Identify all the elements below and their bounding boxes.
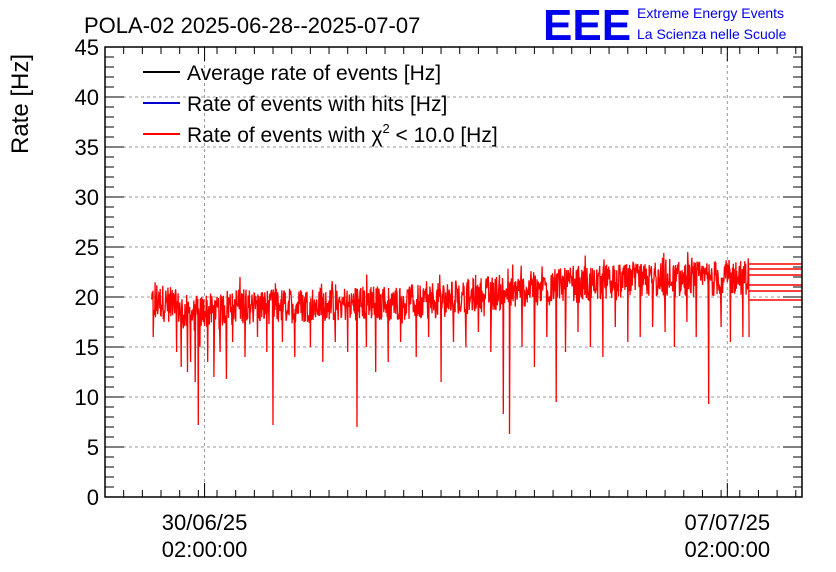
y-tick-label: 10 [75,385,99,410]
eee-logo: EEE Extreme Energy Events La Scienza nel… [543,1,787,50]
y-tick-label: 30 [75,185,99,210]
y-tick-label: 45 [75,35,99,60]
x-tick-date-label: 30/06/25 [162,510,248,535]
series-chi2-line [151,252,750,435]
legend-chi2-symbol: χ [371,124,382,147]
legend-chi2-sup: 2 [382,121,389,136]
legend-label-hits: Rate of events with hits [Hz] [187,93,447,116]
plot-border [104,46,803,498]
y-tick-label: 35 [75,135,99,160]
y-axis-ticks: 0 5 10 15 20 25 30 35 40 45 [75,35,802,510]
legend-chi2-suffix: < 10.0 [Hz] [390,124,498,147]
legend-chi2-prefix: Rate of events with [187,124,371,147]
y-axis-label: Rate [Hz] [7,54,34,154]
y-tick-label: 20 [75,285,99,310]
y-tick-label: 0 [87,485,99,510]
series-chi2-rate [151,252,802,435]
chart-title: POLA-02 2025-06-28--2025-07-07 [84,13,420,38]
legend-label-chi2: Rate of events with χ2 < 10.0 [Hz] [187,121,498,147]
x-tick-date-label: 07/07/25 [685,510,771,535]
logo-line2: La Scienza nelle Scuole [637,26,787,42]
y-tick-label: 40 [75,85,99,110]
y-tick-label: 5 [87,435,99,460]
legend-label-average: Average rate of events [Hz] [187,62,441,85]
logo-letters: EEE [543,1,631,50]
y-tick-label: 15 [75,335,99,360]
x-tick-time-label: 02:00:00 [685,537,771,562]
y-tick-label: 25 [75,235,99,260]
logo-line1: Extreme Energy Events [637,5,784,21]
plot-frame [104,46,803,498]
x-tick-time-label: 02:00:00 [162,537,248,562]
legend: Average rate of events [Hz] Rate of even… [143,62,498,147]
